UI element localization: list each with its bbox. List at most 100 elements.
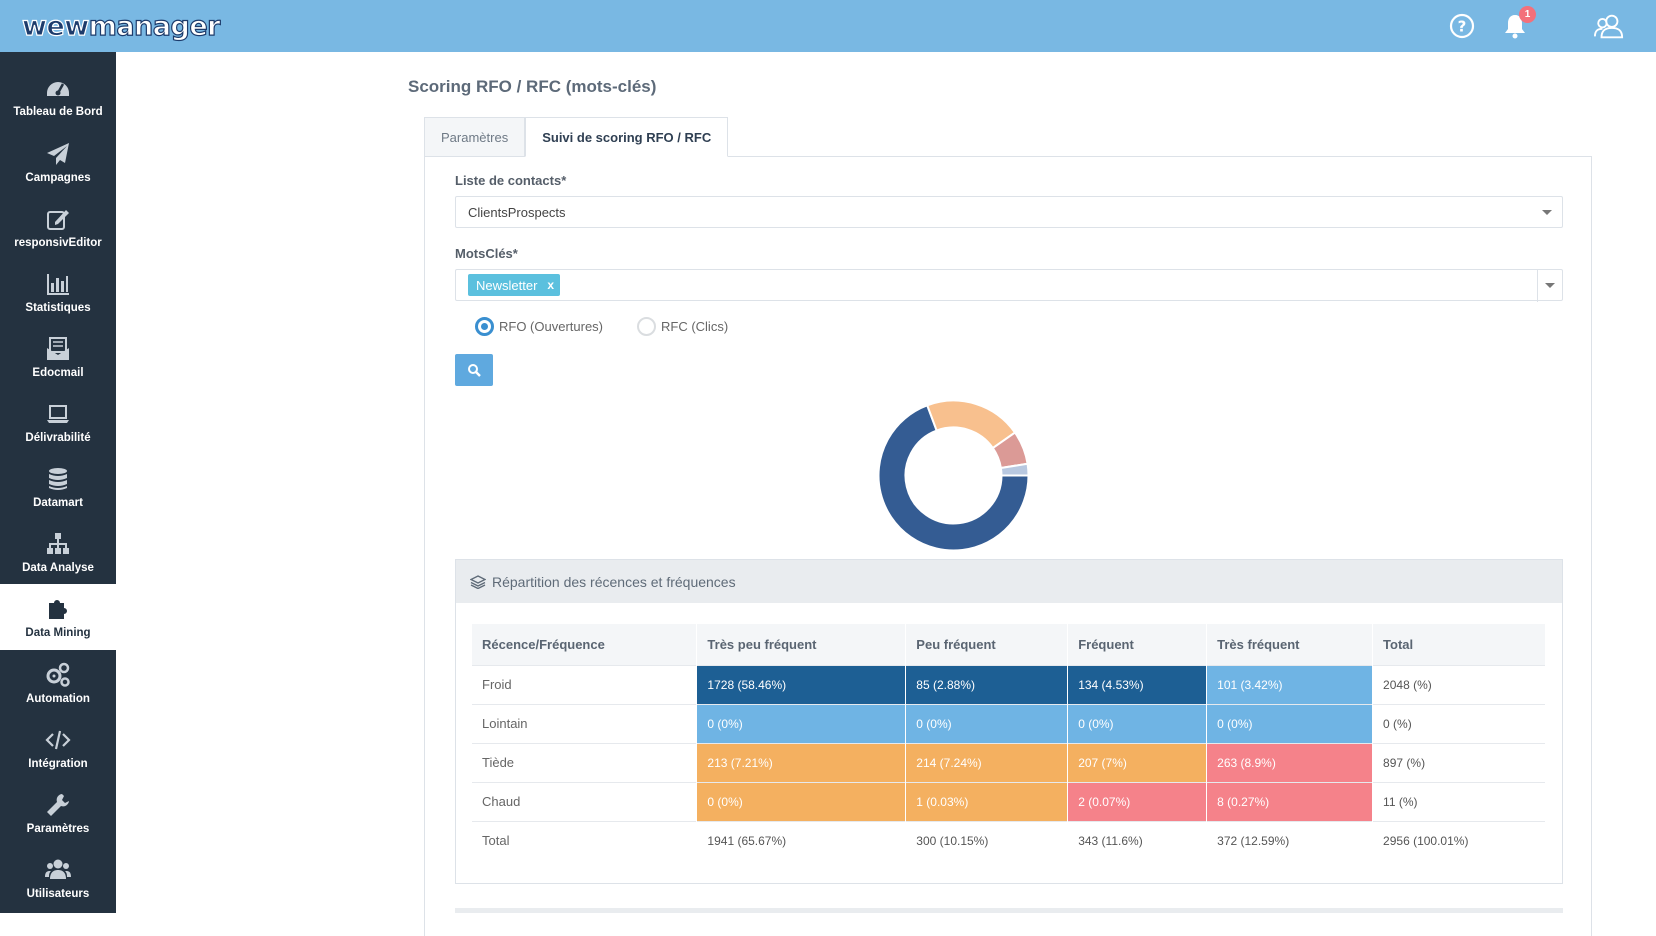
table-cell: 2956 (100.01%) [1372, 820, 1546, 860]
row-label: Total [472, 820, 698, 860]
radio-rfo[interactable]: RFO (Ouvertures) [475, 317, 603, 336]
column-header: Récence/Fréquence [472, 624, 698, 665]
table-row: Total 1941 (65.67%) 300 (10.15%) 343 (11.6%… [472, 820, 1546, 860]
sidebar-item-automation[interactable]: Automation [0, 650, 116, 716]
wrench-icon [47, 793, 69, 816]
table-cell: 372 (12.59%) [1206, 820, 1374, 860]
sidebar-item-label: Tableau de Bord [13, 105, 103, 118]
sidebar-item-label: Utilisateurs [26, 887, 90, 900]
help-icon[interactable]: ? [1447, 11, 1477, 41]
svg-text:?: ? [1458, 18, 1467, 36]
next-section-edge [455, 908, 1563, 913]
donut-slice-froid[interactable] [877, 403, 1030, 552]
row-label: Lointain [472, 703, 698, 743]
notification-badge: 1 [1519, 6, 1536, 23]
sidebar-item-responsiveditor[interactable]: responsivEditor [0, 194, 116, 260]
row-label: Chaud [472, 781, 698, 821]
cogs-icon [46, 662, 70, 687]
table-cell: 0 (0%) [696, 781, 907, 821]
radio-rfc-label: RFC (Clics) [661, 319, 729, 334]
sidebar-item-data-analyse[interactable]: Data Analyse [0, 519, 116, 585]
chevron-down-icon [1542, 210, 1552, 215]
sidebar-item-label: Automation [26, 692, 90, 705]
sidebar-item-label: responsivEditor [14, 236, 102, 249]
sidebar-item-utilisateurs[interactable]: Utilisateurs [0, 845, 116, 911]
column-header: Très peu fréquent [696, 624, 907, 665]
user-profile-icon[interactable] [1594, 11, 1624, 41]
sitemap-icon [47, 532, 69, 554]
table-row: Lointain 0 (0%) 0 (0%) 0 (0%) 0 (0%) 0 (%) [472, 703, 1546, 743]
radio-rfc-dot [637, 317, 656, 336]
table-cell: 0 (%) [1372, 703, 1546, 743]
notification-bell-icon[interactable]: 1 [1500, 6, 1536, 41]
table-cell: 263 (8.9%) [1206, 742, 1374, 782]
column-header: Peu fréquent [905, 624, 1069, 665]
table-cell: 0 (0%) [1067, 703, 1208, 743]
database-icon [49, 467, 67, 490]
repartition-table: Récence/Fréquence Très peu fréquent Peu … [472, 624, 1546, 860]
table-row: Chaud 0 (0%) 1 (0.03%) 2 (0.07%) 8 (0.27%) 11… [472, 781, 1546, 821]
table-header-row: Récence/Fréquence Très peu fréquent Peu … [472, 624, 1546, 665]
sidebar-item-label: Paramètres [26, 822, 90, 835]
mail-document-icon [47, 336, 69, 360]
sidebar-item-datamart[interactable]: Datamart [0, 454, 116, 520]
repartition-header: Répartition des récences et fréquences [456, 560, 1562, 603]
row-label: Froid [472, 664, 698, 704]
table-cell: 300 (10.15%) [905, 820, 1069, 860]
table-cell: 343 (11.6%) [1067, 820, 1208, 860]
sidebar-item-label: Data Analyse [22, 561, 94, 574]
sidebar-item-integration[interactable]: Intégration [0, 715, 116, 781]
table-cell: 2 (0.07%) [1067, 781, 1208, 821]
tab-bar: Paramètres Suivi de scoring RFO / RFC [424, 117, 729, 157]
table-cell: 0 (0%) [696, 703, 907, 743]
table-cell: 207 (7%) [1067, 742, 1208, 782]
table-cell: 897 (%) [1372, 742, 1546, 782]
keywords-label: MotsClés* [455, 246, 518, 261]
contacts-list-select[interactable]: ClientsProspects [455, 196, 1563, 228]
keywords-dropdown-toggle[interactable] [1537, 270, 1562, 302]
tab-parametres[interactable]: Paramètres [424, 117, 526, 157]
sidebar-item-edocmail[interactable]: Edocmail [0, 324, 116, 390]
edit-icon [47, 209, 69, 230]
table-cell: 85 (2.88%) [905, 664, 1069, 704]
users-icon [45, 859, 71, 879]
row-label: Tiède [472, 742, 698, 782]
table-row: Froid 1728 (58.46%) 85 (2.88%) 134 (4.53%) 1… [472, 664, 1546, 704]
sidebar-item-campagnes[interactable]: Campagnes [0, 129, 116, 195]
keywords-multiselect[interactable]: Newsletter x [455, 269, 1563, 302]
layers-icon [470, 574, 486, 589]
search-icon [468, 364, 481, 377]
table-cell: 1941 (65.67%) [696, 820, 907, 860]
sidebar-item-label: Datamart [33, 496, 83, 509]
column-header: Très fréquent [1206, 624, 1374, 665]
sidebar-item-delivrabilite[interactable]: Délivrabilité [0, 389, 116, 455]
chevron-down-icon [1545, 283, 1555, 288]
table-cell: 1 (0.03%) [905, 781, 1069, 821]
sidebar-item-label: Campagnes [25, 171, 91, 184]
logo-part1: wew [21, 10, 89, 42]
tag-remove-button[interactable]: x [547, 278, 555, 292]
table-cell: 1728 (58.46%) [696, 664, 907, 704]
radio-rfo-label: RFO (Ouvertures) [499, 319, 604, 334]
sidebar-item-data-mining[interactable]: Data Mining [0, 584, 116, 650]
code-icon [45, 730, 71, 749]
sidebar-item-statistiques[interactable]: Statistiques [0, 259, 116, 325]
dashboard-icon [47, 81, 69, 96]
paper-plane-icon [47, 142, 69, 165]
keyword-tag-label: Newsletter [476, 277, 538, 293]
sidebar-item-label: Intégration [28, 757, 88, 770]
table-cell: 11 (%) [1372, 781, 1546, 821]
puzzle-icon [49, 599, 67, 619]
contacts-list-value: ClientsProspects [468, 204, 566, 220]
table-cell: 8 (0.27%) [1206, 781, 1374, 821]
table-cell: 0 (0%) [1206, 703, 1374, 743]
table-cell: 2048 (%) [1372, 664, 1546, 704]
sidebar-item-parametres[interactable]: Paramètres [0, 780, 116, 846]
wewmanager-logo[interactable]: wewmanager [21, 4, 221, 48]
search-button[interactable] [455, 354, 493, 386]
donut-slice-chaud-part-2-[interactable] [999, 462, 1030, 477]
sidebar-item-tableau-de-bord[interactable]: Tableau de Bord [0, 63, 116, 129]
radio-rfc[interactable]: RFC (Clics) [637, 317, 728, 336]
table-cell: 134 (4.53%) [1067, 664, 1208, 704]
tab-suivi-scoring[interactable]: Suivi de scoring RFO / RFC [525, 117, 729, 157]
